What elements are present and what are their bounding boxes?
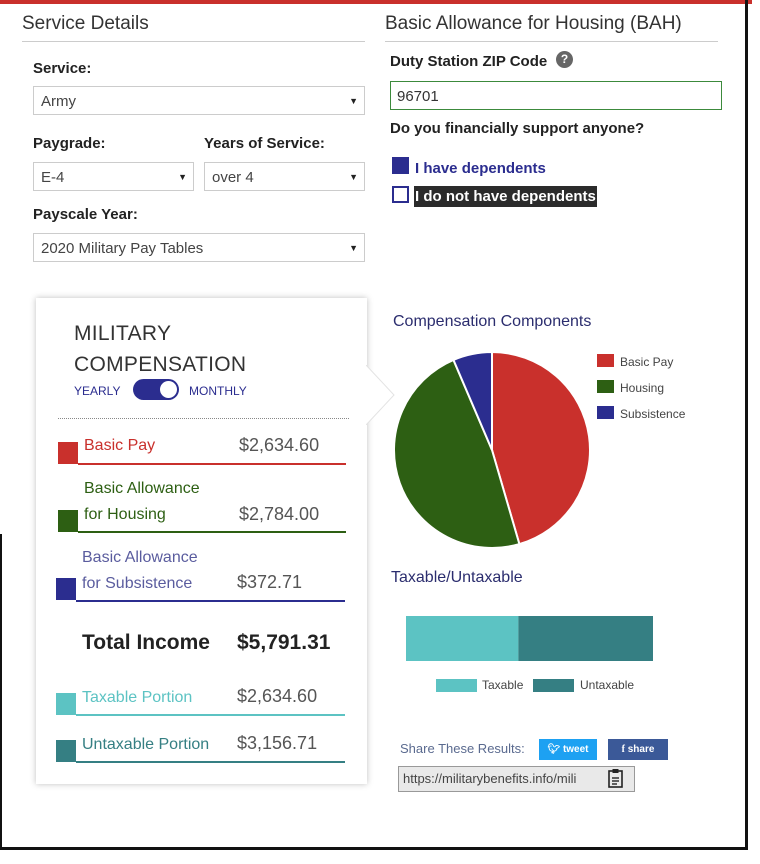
chevron-down-icon: ▼ (178, 172, 187, 182)
card-title-line1: MILITARY (74, 322, 172, 345)
compensation-card: MILITARY COMPENSATION YEARLY MONTHLY Bas… (36, 298, 367, 784)
top-accent-bar (0, 0, 752, 4)
subsistence-amount: $372.71 (237, 572, 303, 592)
years-of-service-select[interactable]: over 4 ▼ (204, 162, 365, 191)
period-toggle[interactable] (133, 379, 179, 400)
housing-underline (78, 531, 346, 533)
paygrade-label: Paygrade: (33, 135, 106, 152)
bar-legend-swatch-untaxable (533, 679, 574, 692)
dependents-no-label[interactable]: I do not have dependents (414, 186, 597, 207)
tweet-button[interactable]: 🐦︎ tweet (539, 739, 597, 760)
payscale-year-select-value: 2020 Military Pay Tables (41, 240, 204, 257)
total-income-label: Total Income (82, 631, 210, 654)
service-select-value: Army (41, 93, 76, 110)
years-of-service-select-value: over 4 (212, 169, 254, 186)
pie-slice-housing (392, 358, 521, 549)
chevron-down-icon: ▼ (349, 172, 358, 182)
dependents-no-checkbox[interactable] (392, 186, 409, 203)
dependents-yes-label[interactable]: I have dependents (415, 160, 546, 177)
paygrade-select[interactable]: E-4 ▼ (33, 162, 194, 191)
card-title-line2: COMPENSATION (74, 353, 247, 376)
subsistence-label-line1: Basic Allowance (82, 549, 198, 566)
dependents-yes-checkbox[interactable] (392, 157, 409, 174)
housing-label-line1: Basic Allowance (84, 480, 200, 497)
untaxable-underline (76, 761, 345, 763)
years-of-service-label: Years of Service: (204, 135, 325, 152)
bar-segment-untaxable (518, 616, 653, 661)
total-income-amount: $5,791.31 (237, 631, 331, 654)
taxable-portion-amount: $2,634.60 (237, 686, 318, 706)
toggle-knob (160, 381, 177, 398)
payscale-year-label: Payscale Year: (33, 206, 138, 223)
monthly-toggle-label[interactable]: MONTHLY (189, 384, 247, 398)
taxable-bar-chart (406, 616, 653, 661)
tweet-label: tweet (562, 744, 589, 755)
card-pointer-arrow (366, 365, 395, 425)
support-question: Do you financially support anyone? (390, 120, 645, 137)
yearly-toggle-label[interactable]: YEARLY (74, 384, 121, 398)
zip-code-label: Duty Station ZIP Code (390, 53, 548, 70)
untaxable-swatch (56, 740, 76, 762)
clipboard-copy-icon[interactable] (607, 768, 625, 788)
basic-pay-amount: $2,634.60 (239, 435, 320, 455)
service-details-title: Service Details (22, 13, 365, 42)
twitter-icon: 🐦︎ (547, 744, 561, 755)
taxable-underline (76, 714, 345, 716)
share-label: Share These Results: (400, 741, 525, 756)
subsistence-label-line2: for Subsistence (82, 575, 193, 592)
chevron-down-icon: ▼ (349, 243, 358, 253)
service-select[interactable]: Army ▼ (33, 86, 365, 115)
pie-slice-subsistence (452, 350, 493, 451)
pie-chart-title: Compensation Components (393, 313, 592, 330)
share-url-field[interactable]: https://militarybenefits.info/mili (398, 766, 635, 792)
legend-label-subsistence: Subsistence (620, 407, 686, 421)
taxable-swatch (56, 693, 76, 715)
chevron-down-icon: ▼ (349, 96, 358, 106)
bar-segment-taxable (406, 616, 519, 661)
bar-legend-label-untaxable: Untaxable (580, 678, 635, 692)
untaxable-portion-label: Untaxable Portion (82, 736, 210, 753)
bah-title: Basic Allowance for Housing (BAH) (385, 13, 718, 42)
help-icon[interactable]: ? (556, 51, 573, 68)
legend-swatch-basic pay (597, 354, 614, 367)
divider (58, 418, 349, 419)
legend-swatch-housing (597, 380, 614, 393)
bar-chart-title: Taxable/Untaxable (391, 569, 523, 586)
housing-swatch (58, 510, 78, 532)
legend-swatch-subsistence (597, 406, 614, 419)
taxable-portion-label: Taxable Portion (82, 689, 193, 706)
basic-pay-label: Basic Pay (84, 437, 156, 454)
housing-amount: $2,784.00 (239, 504, 320, 524)
zip-code-input[interactable]: 96701 (390, 81, 722, 110)
legend-label-basic pay: Basic Pay (620, 355, 674, 369)
basic-pay-underline (78, 463, 346, 465)
pie-slice-basic pay (491, 350, 591, 546)
payscale-year-select[interactable]: 2020 Military Pay Tables ▼ (33, 233, 365, 262)
share-btn-label: share (627, 744, 655, 755)
untaxable-portion-amount: $3,156.71 (237, 733, 318, 753)
facebook-share-button[interactable]: f share (608, 739, 668, 760)
bar-legend-swatch-taxable (436, 679, 477, 692)
housing-label-line2: for Housing (84, 506, 166, 523)
facebook-icon: f (621, 744, 625, 755)
legend-label-housing: Housing (620, 381, 665, 395)
frame-border-bottom (0, 847, 748, 850)
compensation-pie-chart (392, 350, 591, 549)
paygrade-select-value: E-4 (41, 169, 65, 186)
basic-pay-swatch (58, 442, 78, 464)
bar-legend-label-taxable: Taxable (482, 678, 524, 692)
subsistence-swatch (56, 578, 76, 600)
service-label: Service: (33, 60, 92, 77)
frame-border-left (0, 534, 2, 850)
subsistence-underline (76, 600, 345, 602)
frame-border-right (745, 0, 748, 850)
